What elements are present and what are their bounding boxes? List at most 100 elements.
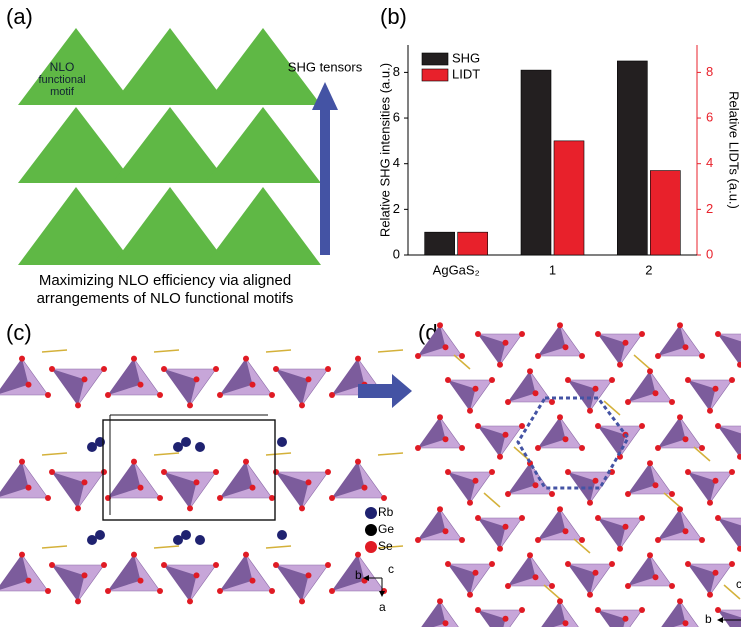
se-atom xyxy=(699,353,705,359)
motif-triangle xyxy=(205,107,321,183)
y-tick-label: 0 xyxy=(393,246,400,261)
arrow-label: SHG tensors xyxy=(288,59,363,74)
se-atom xyxy=(563,436,569,442)
se-atom xyxy=(699,537,705,543)
bond xyxy=(42,546,67,548)
legend-label: LIDT xyxy=(452,66,480,81)
se-atom xyxy=(677,598,683,604)
se-atom xyxy=(473,386,479,392)
legend-swatch xyxy=(422,69,448,81)
se-atom xyxy=(75,505,81,511)
se-atom xyxy=(105,392,111,398)
se-atom xyxy=(677,414,683,420)
se-atom xyxy=(595,423,601,429)
se-atom xyxy=(655,445,661,451)
y-tick-label: 8 xyxy=(393,64,400,79)
se-atom xyxy=(269,588,275,594)
se-atom xyxy=(669,583,675,589)
se-atom xyxy=(19,459,25,465)
se-atom xyxy=(557,598,563,604)
se-atom xyxy=(101,366,107,372)
se-atom xyxy=(685,561,691,567)
se-atom xyxy=(467,592,473,598)
se-atom xyxy=(105,588,111,594)
y2-tick-label: 2 xyxy=(706,201,713,216)
se-atom xyxy=(459,445,465,451)
rb-atom xyxy=(95,530,105,540)
se-atom xyxy=(549,491,555,497)
axis-label: c xyxy=(388,562,394,576)
se-atom xyxy=(713,386,719,392)
motif-triangle xyxy=(205,187,321,265)
se-atom xyxy=(685,469,691,475)
se-atom xyxy=(437,414,443,420)
se-atom xyxy=(299,402,305,408)
bond xyxy=(266,453,291,455)
se-atom xyxy=(187,505,193,511)
se-atom xyxy=(623,340,629,346)
se-atom xyxy=(489,561,495,567)
se-atom xyxy=(306,376,312,382)
se-atom xyxy=(101,562,107,568)
se-atom xyxy=(593,478,599,484)
se-atom xyxy=(535,353,541,359)
se-atom xyxy=(187,598,193,604)
se-atom xyxy=(715,515,721,521)
se-atom xyxy=(549,399,555,405)
se-atom xyxy=(325,366,331,372)
y-tick-label: 4 xyxy=(393,155,400,170)
rb-atom xyxy=(277,530,287,540)
se-atom xyxy=(497,546,503,552)
se-atom xyxy=(593,570,599,576)
motif-triangle xyxy=(112,107,228,183)
figure: NLOfunctionalmotif (a) SHG tensors Maxim… xyxy=(0,0,741,627)
se-atom xyxy=(325,469,331,475)
se-atom xyxy=(19,552,25,558)
axis-label: b xyxy=(705,612,712,626)
se-atom xyxy=(683,528,689,534)
se-atom xyxy=(707,500,713,506)
se-atom xyxy=(519,423,525,429)
se-atom xyxy=(269,392,275,398)
se-atom xyxy=(623,524,629,530)
se-atom xyxy=(445,377,451,383)
panel-label: (b) xyxy=(380,4,407,29)
se-atom xyxy=(593,386,599,392)
caption: arrangements of NLO functional motifs xyxy=(37,290,294,307)
se-atom xyxy=(535,445,541,451)
se-atom xyxy=(587,500,593,506)
se-atom xyxy=(557,322,563,328)
se-atom xyxy=(527,552,533,558)
se-atom xyxy=(355,356,361,362)
rb-atom xyxy=(181,437,191,447)
y2-tick-label: 4 xyxy=(706,155,713,170)
motif-triangle xyxy=(112,28,228,105)
se-atom xyxy=(715,607,721,613)
se-atom xyxy=(713,570,719,576)
se-atom xyxy=(527,368,533,374)
bond xyxy=(154,546,179,548)
se-atom xyxy=(565,469,571,475)
se-atom xyxy=(533,574,539,580)
y2-tick-label: 0 xyxy=(706,246,713,261)
se-atom xyxy=(707,408,713,414)
se-atom xyxy=(655,353,661,359)
se-atom xyxy=(587,592,593,598)
se-atom xyxy=(587,408,593,414)
legend-label: SHG xyxy=(452,50,480,65)
se-atom xyxy=(519,331,525,337)
y-axis-label: Relative SHG intensities (a.u.) xyxy=(377,63,392,237)
se-atom xyxy=(557,506,563,512)
se-atom xyxy=(563,344,569,350)
se-atom xyxy=(549,583,555,589)
motif-label: functional xyxy=(38,74,85,86)
motif-triangle xyxy=(112,187,228,265)
se-atom xyxy=(563,620,569,626)
bond xyxy=(378,453,403,455)
se-atom xyxy=(535,537,541,543)
se-atom xyxy=(683,436,689,442)
se-atom xyxy=(639,331,645,337)
y2-tick-label: 8 xyxy=(706,64,713,79)
se-atom xyxy=(443,344,449,350)
se-atom xyxy=(75,402,81,408)
